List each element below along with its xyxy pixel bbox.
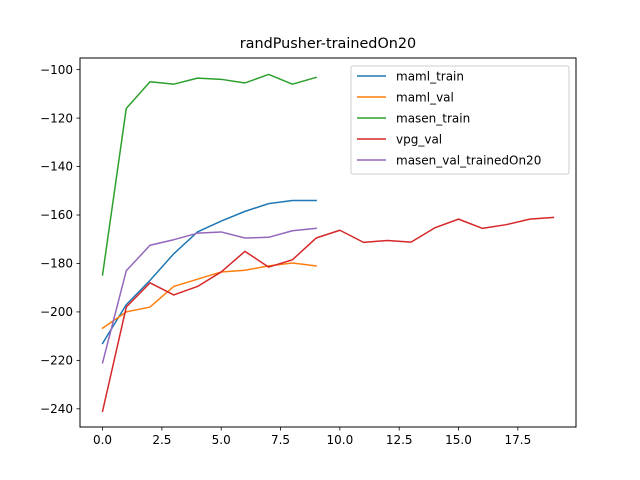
series-line-vpg-val: [101, 216, 555, 413]
x-axis: 0.0 2.5 5.0 7.5 10.0 12.5 15.0 17.5: [93, 427, 531, 447]
x-tick-label: 10.0: [327, 433, 354, 447]
x-tick-label: 5.0: [212, 433, 231, 447]
y-tick-label: −180: [40, 257, 73, 271]
series-line-maml-train: [101, 199, 317, 345]
y-tick-label: −140: [40, 160, 73, 174]
series-line-maml-val: [101, 262, 317, 330]
y-tick-label: −220: [40, 354, 73, 368]
series-line-masen-train: [101, 73, 318, 276]
legend-frame: [350, 65, 570, 175]
legend-label-maml-train: maml_train: [396, 69, 464, 83]
y-axis: −240 −220 −200 −180 −160 −140 −120 −100: [40, 63, 80, 416]
x-tick-label: 2.5: [152, 433, 171, 447]
y-tick-label: −160: [40, 208, 73, 222]
legend-label-vpg-val: vpg_val: [396, 132, 442, 146]
y-tick-label: −240: [40, 402, 73, 416]
legend: maml_train maml_val masen_train vpg_valmase…: [350, 65, 570, 175]
y-tick-label: −200: [40, 305, 73, 319]
plot-area-frame: [79, 57, 577, 428]
y-tick-label: −100: [40, 63, 73, 77]
legend-label-masen-train: masen_train: [396, 111, 470, 125]
y-tick-label: −120: [40, 111, 73, 125]
x-tick-label: 17.5: [504, 433, 531, 447]
legend-label-maml-val: maml_val: [396, 90, 454, 104]
x-tick-label: 0.0: [93, 433, 112, 447]
x-tick-label: 7.5: [271, 433, 290, 447]
x-tick-label: 12.5: [386, 433, 413, 447]
series-line-masen-val-trainedOn20: [101, 227, 317, 364]
chart-title: randPusher-trainedOn20: [240, 36, 416, 52]
legend-label-masen-val-trainedOn20: masen_val_trainedOn20: [396, 153, 541, 167]
plot-lines: [101, 73, 555, 413]
x-tick-label: 15.0: [445, 433, 472, 447]
